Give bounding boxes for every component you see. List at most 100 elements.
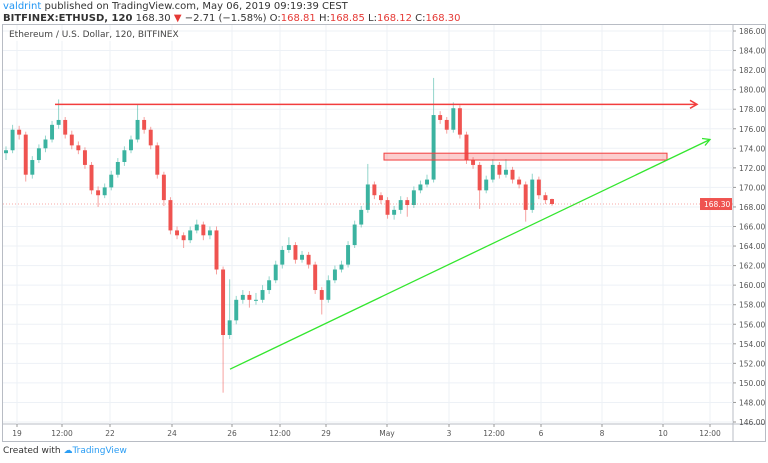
down-arrow-icon: ▼ [173, 13, 182, 24]
candle-body [536, 179, 541, 196]
y-tick-label: 166.00 [739, 223, 765, 232]
candle-body [254, 299, 258, 301]
low-value: 168.12 [376, 13, 412, 24]
candle-body [240, 294, 245, 300]
x-tick-label: 12:00 [483, 429, 505, 438]
chart-title: Ethereum / U.S. Dollar, 120, BITFINEX [9, 30, 179, 41]
candle-body [464, 134, 469, 161]
y-tick-label: 146.00 [739, 418, 765, 427]
price-change: −2.71 (−1.58%) [184, 13, 267, 24]
candle-body [438, 115, 443, 120]
candle-body [201, 224, 206, 236]
x-tick-label: 12:00 [51, 429, 73, 438]
low-label: L: [368, 13, 377, 24]
candle-body [194, 224, 199, 231]
open-value: 168.81 [280, 13, 316, 24]
y-tick-label: 150.00 [739, 379, 765, 388]
publish-text: published on TradingView.com, May 06, 20… [44, 1, 348, 12]
x-tick-label: 19 [12, 429, 22, 438]
x-tick-label: 22 [105, 429, 115, 438]
y-tick-label: 180.00 [739, 86, 765, 95]
symbol: BITFINEX:ETHUSD, 120 [3, 13, 133, 24]
x-tick-label: May [379, 429, 395, 438]
tradingview-logo-icon: ☁ [63, 446, 73, 456]
open-label: O: [269, 13, 281, 24]
candle-body [23, 134, 28, 175]
candle-body [523, 184, 528, 210]
candle-body [286, 245, 291, 250]
last-price: 168.30 [135, 13, 171, 24]
y-tick-label: 182.00 [739, 66, 765, 75]
y-tick-label: 178.00 [739, 105, 765, 114]
x-tick-label: 24 [167, 429, 177, 438]
candle-body [431, 115, 436, 180]
x-tick-label: 29 [321, 429, 331, 438]
candle-body [129, 139, 133, 151]
chart-frame[interactable] [2, 24, 766, 442]
candle-body [30, 160, 35, 175]
y-tick-label: 186.00 [739, 27, 765, 36]
candle-body [372, 184, 377, 196]
candle-body [550, 199, 554, 205]
last-price-label: 168.30 [704, 200, 730, 209]
candle-body [411, 190, 416, 205]
candle-body [247, 294, 252, 300]
supply-zone-rect [383, 152, 668, 161]
author-link[interactable]: valdrint [3, 1, 42, 12]
candle-body [457, 108, 462, 135]
y-tick-label: 148.00 [739, 398, 765, 407]
last-price-badge [700, 198, 732, 211]
candle-body [280, 249, 285, 265]
candle-body [89, 164, 94, 191]
x-tick-label: 12:00 [699, 429, 721, 438]
y-tick-label: 160.00 [739, 281, 765, 290]
publish-info: valdrint published on TradingView.com, M… [3, 1, 348, 12]
candle-body [63, 119, 68, 135]
candle-body [352, 224, 357, 246]
candle-body [378, 195, 383, 201]
candle-body [517, 179, 522, 185]
candle-body [471, 160, 476, 165]
close-label: C: [415, 13, 426, 24]
symbol-info: BITFINEX:ETHUSD, 120 168.30 ▼ −2.71 (−1.… [3, 13, 461, 24]
y-tick-label: 152.00 [739, 359, 765, 368]
candle-body [188, 230, 193, 241]
candle-body [155, 145, 160, 175]
candle-body [56, 119, 61, 125]
x-tick-label: 8 [600, 429, 605, 438]
candle-body [543, 195, 548, 201]
candle-body [76, 145, 81, 151]
candle-body [306, 254, 311, 265]
candle-body [326, 280, 331, 300]
candle-body [82, 150, 87, 165]
candle-body [227, 320, 232, 336]
high-label: H: [318, 13, 330, 24]
x-tick-label: 3 [447, 429, 452, 438]
y-tick-label: 162.00 [739, 262, 765, 271]
candle-body [392, 209, 397, 215]
y-tick-label: 158.00 [739, 301, 765, 310]
candle-body [293, 245, 298, 260]
candle-body [273, 264, 278, 281]
created-with-text: Created with [3, 446, 61, 456]
candle-body [168, 200, 173, 231]
candle-body [36, 148, 41, 161]
tradingview-brand[interactable]: TradingView [72, 446, 127, 456]
candle-body [365, 184, 370, 210]
candle-body [102, 187, 107, 196]
y-tick-label: 170.00 [739, 183, 765, 192]
candle-body [530, 179, 535, 210]
candle-body [339, 264, 344, 270]
candle-body [148, 129, 153, 146]
close-value: 168.30 [425, 13, 461, 24]
candle-body [50, 124, 55, 140]
candle-body [346, 245, 351, 265]
y-tick-label: 164.00 [739, 242, 765, 251]
candle-body [405, 200, 410, 205]
trend-line [229, 138, 711, 370]
candle-body [425, 179, 429, 185]
high-value: 168.85 [329, 13, 365, 24]
candle-body [510, 169, 515, 180]
y-tick-label: 156.00 [739, 320, 765, 329]
